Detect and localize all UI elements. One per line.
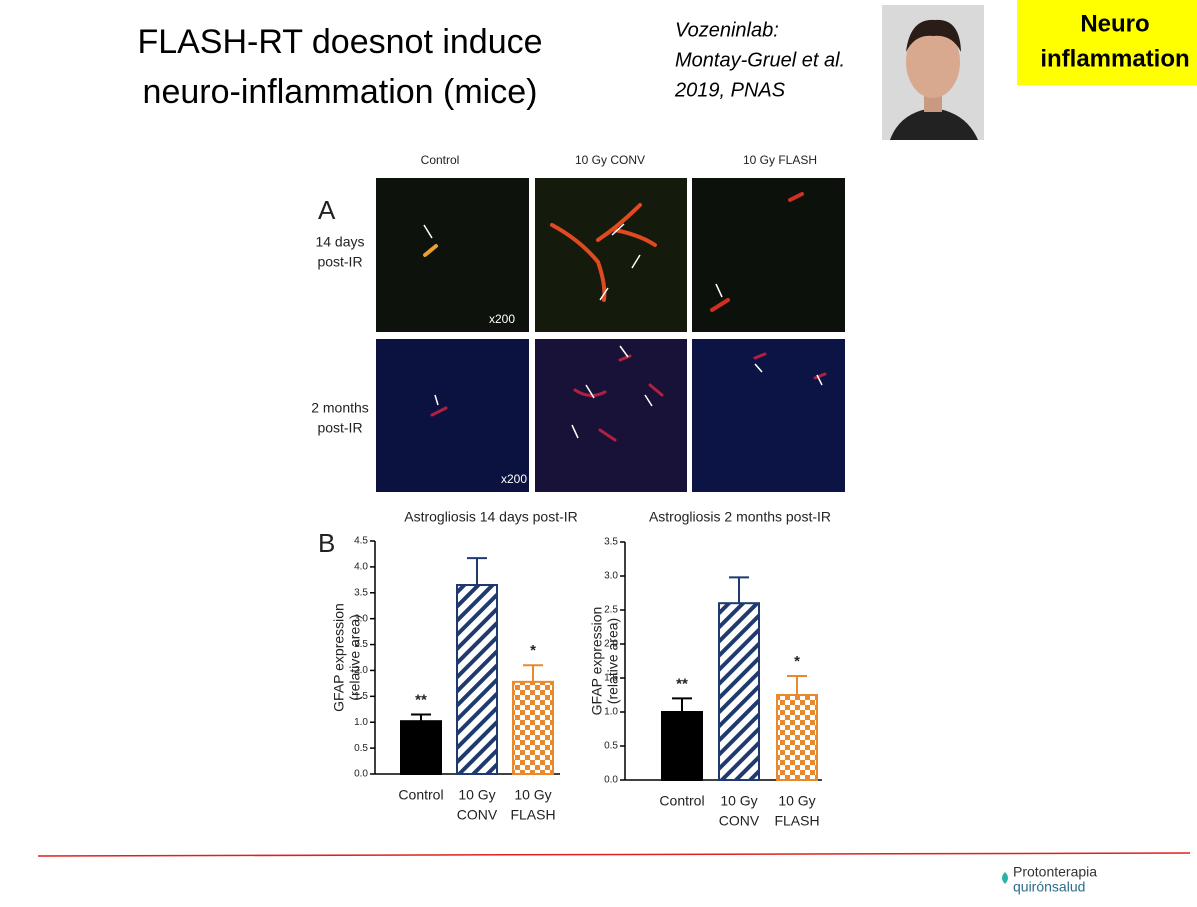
citation: Vozeninlab: Montay-Gruel et al. 2019, PN… [674,19,845,101]
panel-label: A [318,195,336,225]
logo-text: Protonterapia [1013,864,1097,880]
y-tick-label: 1.0 [604,707,618,718]
badge-line: inflammation [1040,45,1189,72]
y-tick-label: 3.0 [604,571,618,582]
badge [1017,0,1197,85]
x-tick-label: FLASH [774,813,819,829]
y-tick-label: 1.5 [604,673,618,684]
significance: ** [415,691,427,708]
title-line: FLASH-RT doesnot induce [137,23,542,61]
y-tick-label: 3.5 [354,587,368,598]
y-tick-label: 1.0 [354,717,368,728]
logo-text: quirónsalud [1013,879,1085,895]
bar [718,602,760,782]
divider [37,852,1191,857]
citation-line: Montay-Gruel et al. [675,49,845,71]
chart: Astrogliosis 2 months post-IR GFAP expres… [589,509,831,829]
x-tick-label: CONV [457,807,498,823]
y-axis-label: GFAP expression [331,603,347,712]
micrograph [535,178,687,332]
y-axis-label: GFAP expression [589,607,605,716]
panel-label: B [318,528,335,558]
citation-line: 2019, PNAS [674,79,786,101]
x-tick-label: CONV [719,813,760,829]
citation-line: Vozeninlab: [675,19,779,41]
chart-title: Astrogliosis 14 days post-IR [404,509,578,525]
significance: * [794,653,800,670]
title-line: neuro-inflammation (mice) [143,73,538,111]
arrows [423,223,823,439]
x-tick-label: 10 Gy [720,793,757,809]
column-label: 10 Gy FLASH [743,153,817,167]
portrait [882,5,984,140]
micrograph [376,178,529,332]
logo-mark [1002,872,1008,884]
significance: * [530,642,536,659]
x-tick-label: 10 Gy [458,787,495,803]
stain [423,192,827,442]
y-tick-label: 0.0 [604,775,618,786]
y-axis-label: (relative area) [605,618,621,704]
x-tick-label: Control [659,793,704,809]
magnification: x200 [489,312,515,326]
bar [512,680,554,776]
row-label: post-IR [317,420,362,436]
bar [400,720,442,775]
micrograph [535,339,687,492]
y-tick-label: 0.5 [604,741,618,752]
chart-title: Astrogliosis 2 months post-IR [649,509,831,525]
y-tick-label: 2.0 [604,639,618,650]
micrograph [692,339,845,492]
y-tick-label: 3.5 [604,537,618,548]
x-tick-label: FLASH [510,807,555,823]
badge-line: Neuro [1080,10,1149,37]
y-tick-label: 0.5 [354,743,368,754]
row-label: 14 days [315,234,364,250]
chart: Astrogliosis 14 days post-IR GFAP express… [331,509,578,823]
y-tick-label: 0.0 [354,769,368,780]
y-tick-label: 4.5 [354,536,368,547]
significance: ** [676,675,688,692]
row-label: 2 months [311,400,369,416]
y-tick-label: 1.5 [354,691,368,702]
y-axis-label: (relative area) [347,614,363,700]
y-tick-label: 2.5 [354,639,368,650]
y-tick-label: 2.0 [354,665,368,676]
bar [661,711,703,781]
y-tick-label: 3.0 [354,613,368,624]
column-label: Control [421,153,460,167]
column-label: 10 Gy CONV [575,153,645,167]
y-tick-label: 4.0 [354,562,368,573]
micrograph [376,339,529,492]
x-tick-label: 10 Gy [514,787,551,803]
y-tick-label: 2.5 [604,605,618,616]
x-tick-label: Control [398,787,443,803]
panel-a: A B Control 10 Gy CONV 10 Gy FLASH 14 da… [311,153,845,558]
bar [456,584,498,775]
row-label: post-IR [317,254,362,270]
x-tick-label: 10 Gy [778,793,815,809]
magnification: x200 [501,472,527,486]
bar [776,694,818,781]
